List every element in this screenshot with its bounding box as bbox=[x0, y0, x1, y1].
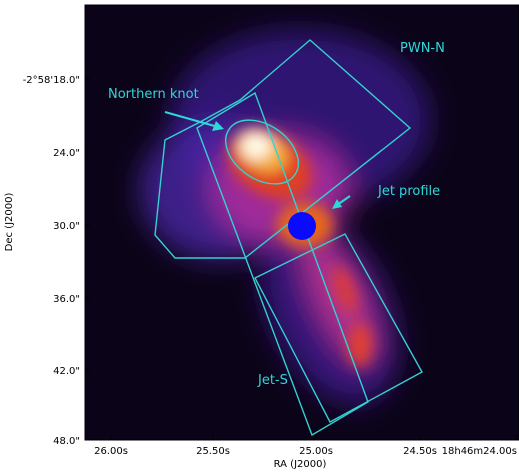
x-tick-label: 25.50s bbox=[196, 446, 230, 457]
figure: PWN-N Northern knot Jet profile Jet-S 26… bbox=[0, 0, 519, 472]
x-tick-label: 25.00s bbox=[299, 446, 333, 457]
x-tick-label: 18h46m24.00s bbox=[442, 446, 517, 457]
y-axis-label: Dec (J2000) bbox=[4, 193, 15, 252]
annotation: Jet profile bbox=[377, 184, 440, 199]
x-tick-label: 26.00s bbox=[94, 446, 128, 457]
x-axis-label: RA (J2000) bbox=[274, 459, 327, 470]
annotation: Jet-S bbox=[257, 373, 288, 388]
y-tick-label: 24.0" bbox=[53, 148, 80, 159]
x-tick-label: 24.50s bbox=[403, 446, 437, 457]
page: PWN-N Northern knot Jet profile Jet-S 26… bbox=[0, 0, 519, 472]
annotation: Northern knot bbox=[108, 87, 199, 102]
pulsar-marker bbox=[288, 212, 316, 240]
y-tick-label: 48.0" bbox=[53, 436, 80, 447]
y-tick-label: 42.0" bbox=[53, 366, 80, 377]
sky-image: PWN-N Northern knot Jet profile Jet-S bbox=[85, 5, 519, 440]
y-tick-label: 30.0" bbox=[53, 221, 80, 232]
annotation: PWN-N bbox=[400, 41, 445, 56]
y-tick-label: -2°58'18.0" bbox=[23, 75, 80, 86]
y-tick-label: 36.0" bbox=[53, 294, 80, 305]
